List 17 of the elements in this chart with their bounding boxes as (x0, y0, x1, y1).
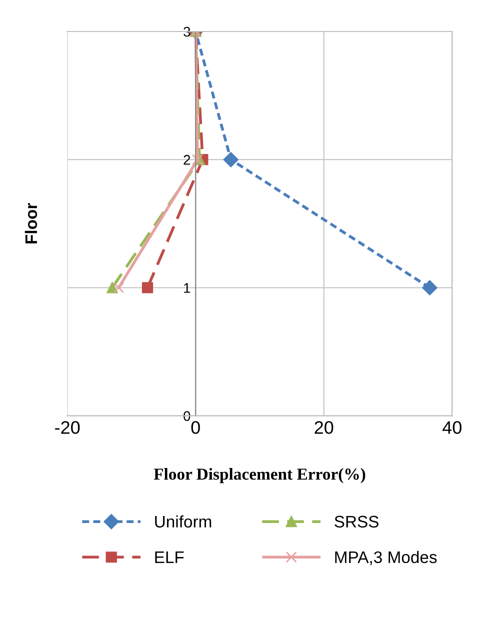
x-axis-title: Floor Displacement Error(%) (154, 468, 366, 484)
legend-label: ELF (155, 551, 184, 563)
x-tick-label: 40 (442, 421, 462, 434)
point (422, 280, 438, 296)
legend-label: Uniform (155, 515, 212, 528)
x-tick-label: -20 (55, 421, 80, 434)
y-axis-title: Floor (24, 203, 38, 244)
x-tick-label: 20 (314, 421, 334, 434)
legend-label: SRSS (334, 516, 378, 528)
point (142, 282, 154, 294)
y-tick-label: 0 (184, 411, 190, 421)
y-tick-label: 1 (184, 283, 190, 293)
point (223, 152, 238, 168)
point (106, 282, 118, 294)
point (113, 282, 124, 294)
y-tick-label: 2 (184, 154, 190, 165)
legend-label: MPA,3 Modes (335, 550, 437, 566)
